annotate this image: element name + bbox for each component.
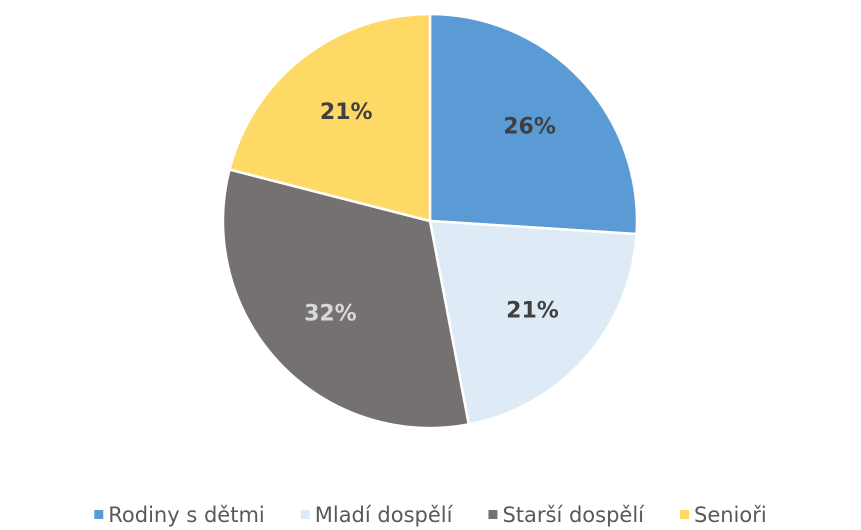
pie-slice: [428, 12, 639, 236]
legend-swatch: [300, 510, 310, 519]
pie-slice: [221, 167, 471, 430]
legend-label: Starší dospělí: [502, 503, 645, 527]
legend-swatch: [488, 510, 498, 519]
data-label: 21%: [506, 298, 559, 323]
legend-label: Rodiny s dětmi: [108, 503, 264, 527]
data-label: 32%: [304, 302, 357, 327]
legend-swatch: [680, 510, 690, 519]
data-label: 21%: [320, 100, 373, 125]
data-label: 26%: [503, 114, 556, 139]
legend-label: Mladí dospělí: [315, 503, 454, 527]
legend-swatch: [94, 510, 104, 519]
pie-slice: [428, 219, 638, 426]
pie-slice: [227, 12, 432, 223]
legend-label: Senioři: [694, 503, 767, 527]
